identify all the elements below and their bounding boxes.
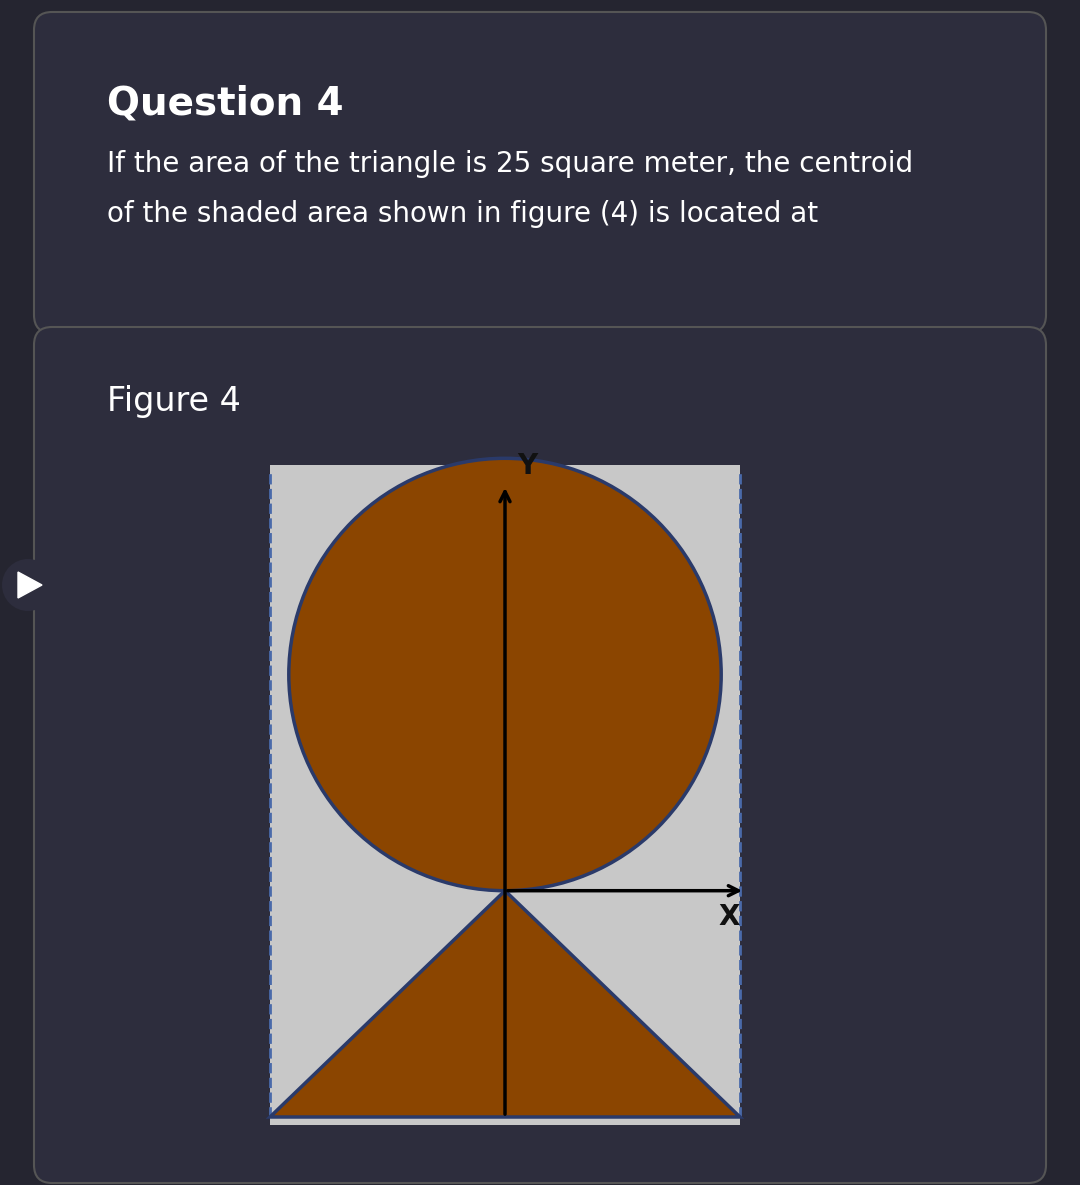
Text: Y: Y	[517, 451, 537, 480]
FancyBboxPatch shape	[33, 327, 1047, 1183]
Text: Figure 4: Figure 4	[107, 385, 241, 418]
Circle shape	[288, 459, 721, 891]
Circle shape	[2, 559, 54, 611]
Text: Question 4: Question 4	[107, 85, 343, 123]
Text: X: X	[718, 903, 740, 930]
FancyBboxPatch shape	[33, 12, 1047, 333]
Bar	[270, 465, 740, 1125]
Polygon shape	[270, 891, 740, 1117]
Polygon shape	[18, 572, 42, 598]
Text: If the area of the triangle is 25 square meter, the centroid: If the area of the triangle is 25 square…	[107, 150, 913, 178]
Text: of the shaded area shown in figure (4) is located at: of the shaded area shown in figure (4) i…	[107, 200, 819, 228]
